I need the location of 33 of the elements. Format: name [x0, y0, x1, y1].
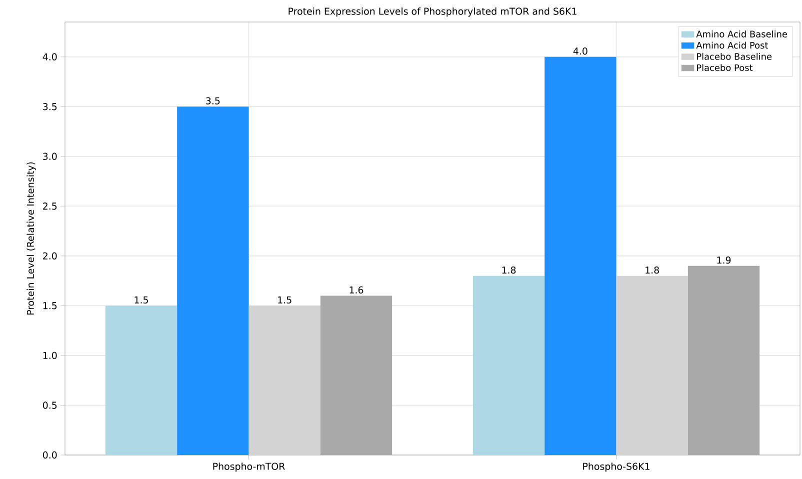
chart-title: Protein Expression Levels of Phosphorylated mTOR and S6K1 [288, 7, 576, 17]
bar [472, 276, 545, 455]
y-tick-label: 1.0 [43, 352, 57, 360]
x-tick-label: Phospho-S6K1 [583, 462, 650, 472]
data-label: 1.8 [502, 266, 516, 274]
bar [616, 276, 688, 455]
y-tick-label: 2.0 [43, 252, 57, 260]
y-tick-label: 0.5 [42, 402, 57, 409]
y-tick-label: 4.0 [42, 53, 57, 60]
x-tick-label: Phospho-mTOR [213, 462, 285, 472]
legend-label: Placebo Baseline [697, 52, 772, 60]
data-label: 1.9 [717, 256, 731, 264]
data-label: 1.5 [134, 296, 148, 304]
legend-label: Amino Acid Baseline [696, 30, 788, 38]
data-label: 1.8 [646, 266, 659, 274]
data-label: 1.6 [350, 286, 364, 294]
bar [177, 106, 249, 455]
y-tick-label: 3.0 [43, 152, 57, 160]
y-axis-title: Protein Level (Relative Intensity) [26, 162, 36, 315]
y-tick-label: 1.5 [43, 302, 57, 310]
legend-label: Placebo Post [697, 64, 753, 72]
legend-label: Amino Acid Post [696, 42, 768, 49]
data-label: 1.5 [278, 296, 292, 304]
bar [248, 306, 320, 455]
data-label: 3.5 [206, 97, 220, 104]
bar [688, 266, 760, 455]
y-tick-label: 0.0 [42, 451, 57, 459]
bar [320, 296, 392, 455]
y-tick-label: 3.5 [43, 103, 57, 110]
bar [105, 306, 178, 455]
y-tick-label: 2.5 [43, 202, 57, 210]
data-label: 4.0 [573, 47, 588, 55]
bar [544, 56, 616, 455]
